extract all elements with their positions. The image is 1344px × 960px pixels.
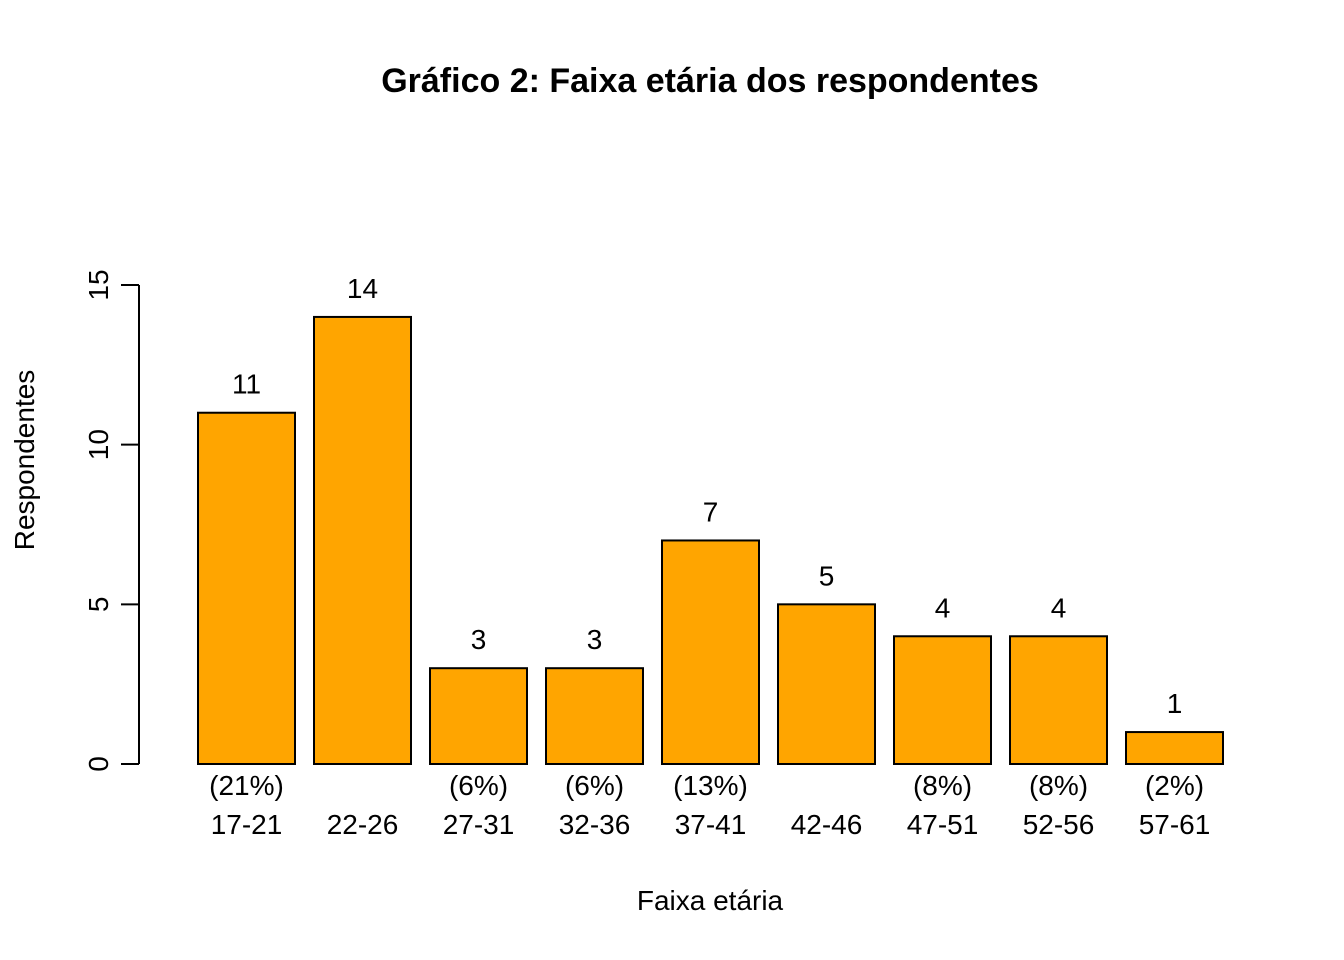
bar-percent-label: (6%) — [449, 770, 508, 801]
bar-value-label: 11 — [232, 369, 261, 400]
bars-group: 11(21%)17-211422-263(6%)27-313(6%)32-367… — [197, 273, 1224, 840]
bar-value-label: 1 — [1167, 688, 1183, 719]
bar-percent-label: (8%) — [1029, 770, 1088, 801]
category-label: 27-31 — [443, 809, 515, 840]
bar-value-label: 14 — [347, 273, 378, 304]
bar — [661, 539, 760, 766]
bar-percent-label: (8%) — [913, 770, 972, 801]
bar-percent-label: (2%) — [1145, 770, 1204, 801]
y-tick-label: 15 — [83, 269, 114, 300]
y-tick-label: 0 — [83, 756, 114, 772]
category-label: 37-41 — [675, 809, 747, 840]
x-axis-label: Faixa etária — [637, 885, 784, 916]
bar-value-label: 5 — [819, 560, 835, 591]
category-label: 57-61 — [1139, 809, 1211, 840]
y-tick-label: 10 — [83, 429, 114, 460]
bar-percent-label: (21%) — [209, 770, 284, 801]
bar-value-label: 7 — [703, 496, 719, 527]
bar — [313, 315, 412, 765]
bar — [777, 603, 876, 765]
bar-value-label: 4 — [1051, 592, 1067, 623]
y-axis-label: Respondentes — [9, 370, 40, 551]
y-axis: 0 5 10 15 — [83, 269, 140, 772]
y-tick-label: 5 — [83, 597, 114, 613]
bar-value-label: 4 — [935, 592, 951, 623]
category-label: 52-56 — [1023, 809, 1095, 840]
bar — [545, 667, 644, 766]
bar-value-label: 3 — [471, 624, 487, 655]
category-label: 42-46 — [791, 809, 863, 840]
bar-percent-label: (6%) — [565, 770, 624, 801]
category-label: 47-51 — [907, 809, 979, 840]
bar — [429, 667, 528, 766]
category-label: 32-36 — [559, 809, 631, 840]
category-label: 22-26 — [327, 809, 399, 840]
bar — [1125, 731, 1224, 765]
bar-percent-label: (13%) — [673, 770, 748, 801]
bar-value-label: 3 — [587, 624, 603, 655]
chart-title: Gráfico 2: Faixa etária dos respondentes — [381, 62, 1039, 100]
bar — [197, 411, 296, 765]
bar — [1009, 635, 1108, 765]
bar — [893, 635, 992, 765]
category-label: 17-21 — [211, 809, 283, 840]
